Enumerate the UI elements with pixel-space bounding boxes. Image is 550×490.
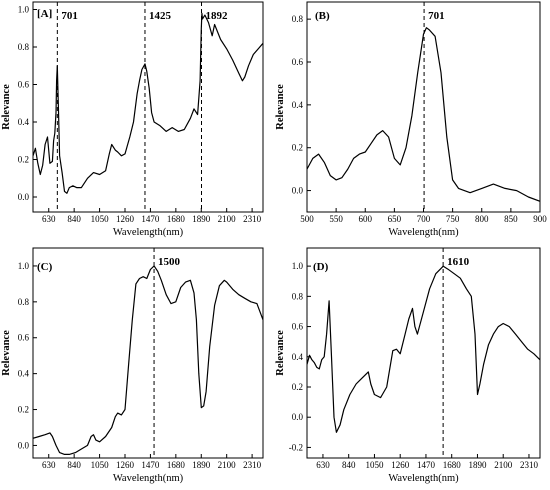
- x-tick-label: 1260: [116, 214, 135, 224]
- x-tick-label: 1260: [391, 460, 410, 470]
- x-axis-label: Wavelength(nm): [388, 473, 459, 484]
- y-tick-label: 1.0: [18, 5, 30, 15]
- y-tick-label: 0.4: [292, 100, 304, 110]
- y-tick-label: 0.4: [292, 352, 304, 362]
- x-tick-label: 850: [504, 214, 518, 224]
- y-tick-label: 0.6: [292, 322, 304, 332]
- chart-panel-b: 500 550 600 650 700 750 800 850 900 0.0 0.2 0.4 0.6 0…: [275, 1, 547, 238]
- x-tick-label: 550: [329, 214, 343, 224]
- y-tick-label: 1.0: [18, 261, 30, 271]
- series-line-a: [33, 12, 263, 194]
- y-tick-label: 0.2: [18, 405, 29, 415]
- series-line-c: [33, 265, 263, 455]
- x-tick-label: 900: [533, 214, 547, 224]
- plot-frame-c: [32, 247, 264, 459]
- x-tick-label: 1050: [91, 460, 110, 470]
- x-tick-label: 1680: [167, 214, 186, 224]
- x-tick-label: 840: [67, 460, 81, 470]
- x-tick-label: 840: [342, 460, 356, 470]
- y-tick-label: 0.2: [292, 382, 303, 392]
- y-tick-label: 0.6: [18, 333, 30, 343]
- x-tick-label: 1890: [192, 214, 211, 224]
- x-tick-label: 600: [359, 214, 373, 224]
- panel-label-b: (B): [315, 10, 330, 22]
- x-tick-label: 2310: [243, 214, 262, 224]
- x-axis-label: Wavelength(nm): [113, 227, 184, 238]
- x-tick-label: 1260: [116, 460, 135, 470]
- y-axis-label: Relevance: [1, 330, 12, 376]
- x-tick-label: 2100: [218, 460, 237, 470]
- y-axis-label: Relevance: [1, 84, 12, 130]
- y-tick-label: 0.6: [292, 57, 304, 67]
- annotation-label-1892: 1892: [206, 10, 229, 22]
- x-tick-label: 1890: [192, 460, 211, 470]
- x-tick-label: 650: [388, 214, 402, 224]
- x-tick-label: 700: [417, 214, 431, 224]
- y-tick-label: 0.8: [292, 14, 304, 24]
- x-axis-label: Wavelength(nm): [113, 473, 184, 484]
- y-tick-label: 0.0: [292, 412, 304, 422]
- annotation-label-701: 701: [61, 10, 77, 22]
- y-tick-label: 1.0: [292, 261, 304, 271]
- x-tick-label: 1680: [443, 460, 462, 470]
- y-tick-label: 0.4: [18, 369, 30, 379]
- x-tick-label: 1470: [417, 460, 436, 470]
- x-tick-label: 1680: [167, 460, 186, 470]
- x-tick-label: 1050: [91, 214, 110, 224]
- y-tick-label: 0.8: [292, 291, 304, 301]
- y-tick-label: 0.8: [18, 42, 30, 52]
- x-tick-label: 800: [475, 214, 489, 224]
- y-tick-label: 0.2: [18, 155, 29, 165]
- y-tick-label: -0.2: [289, 442, 303, 452]
- x-tick-label: 630: [316, 460, 330, 470]
- panel-label-d: (D): [313, 261, 329, 273]
- x-tick-label: 630: [42, 460, 56, 470]
- x-tick-label: 840: [67, 214, 81, 224]
- plot-frame-d: [306, 247, 541, 459]
- y-tick-label: 0.2: [292, 143, 303, 153]
- y-tick-label: 0.8: [18, 297, 30, 307]
- y-axis-label: Relevance: [275, 330, 286, 376]
- series-line-b: [307, 27, 540, 202]
- x-tick-label: 1470: [141, 460, 160, 470]
- x-tick-label: 500: [300, 214, 314, 224]
- chart-panel-a: 630 840 1050 1260 1470 1680 1890 2100 2310 0.0 0.2…: [1, 1, 264, 238]
- x-tick-label: 2100: [218, 214, 237, 224]
- x-tick-label: 2310: [243, 460, 262, 470]
- y-tick-label: 0.0: [18, 192, 30, 202]
- annotation-label-1425: 1425: [149, 10, 172, 22]
- x-axis-label: Wavelength(nm): [388, 227, 459, 238]
- x-tick-label: 2310: [520, 460, 539, 470]
- x-tick-label: 1050: [365, 460, 384, 470]
- x-tick-label: 630: [42, 214, 56, 224]
- y-tick-label: 0.0: [18, 440, 30, 450]
- annotation-label-1610: 1610: [447, 256, 470, 268]
- panel-label-a: [A]: [37, 8, 52, 20]
- x-tick-label: 1470: [141, 214, 160, 224]
- y-tick-label: 0.4: [18, 117, 30, 127]
- plot-frame-a: [32, 1, 264, 213]
- chart-panel-d: 630 840 1050 1260 1470 1680 1890 2100 2310 -0.2 0.…: [275, 247, 541, 484]
- chart-panel-c: 630 840 1050 1260 1470 1680 1890 2100 2310 0.0 0.2…: [1, 247, 264, 484]
- x-tick-label: 750: [446, 214, 460, 224]
- series-line-d: [307, 265, 540, 433]
- y-tick-label: 0.0: [292, 186, 304, 196]
- y-axis-label: Relevance: [275, 84, 286, 130]
- y-tick-label: 0.6: [18, 80, 30, 90]
- x-tick-label: 1890: [468, 460, 487, 470]
- annotation-label-701: 701: [428, 10, 445, 22]
- annotation-label-1500: 1500: [158, 256, 181, 268]
- x-tick-label: 2100: [494, 460, 513, 470]
- panel-label-c: (C): [37, 261, 53, 273]
